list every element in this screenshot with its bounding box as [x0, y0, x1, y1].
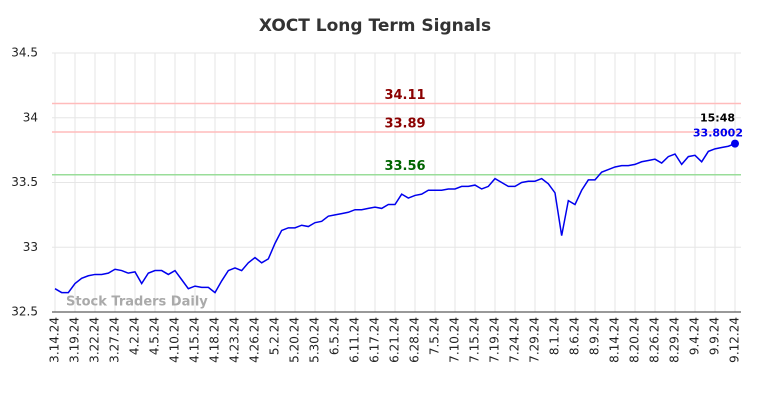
x-tick-label: 9.12.24 [728, 317, 742, 363]
y-tick-label: 34.5 [11, 46, 38, 60]
x-tick-label: 7.5.24 [428, 317, 442, 355]
y-tick-label: 33 [23, 240, 38, 254]
y-tick-label: 33.5 [11, 175, 38, 189]
x-tick-label: 3.19.24 [68, 317, 82, 363]
x-tick-label: 8.6.24 [568, 317, 582, 355]
x-tick-label: 8.1.24 [548, 317, 562, 355]
x-tick-label: 7.24.24 [508, 317, 522, 363]
x-tick-label: 6.28.24 [408, 317, 422, 363]
x-tick-label: 8.29.24 [668, 317, 682, 363]
x-tick-label: 7.29.24 [528, 317, 542, 363]
x-tick-label: 6.21.24 [388, 317, 402, 363]
y-tick-label: 34 [23, 110, 38, 124]
x-tick-label: 6.11.24 [348, 317, 362, 363]
watermark: Stock Traders Daily [66, 295, 208, 310]
x-tick-label: 5.2.24 [268, 317, 282, 355]
reference-label: 34.11 [384, 88, 425, 103]
x-tick-label: 7.19.24 [488, 317, 502, 363]
y-tick-label: 32.5 [11, 305, 38, 319]
x-tick-label: 9.9.24 [708, 317, 722, 355]
x-tick-label: 5.30.24 [308, 317, 322, 363]
x-tick-label: 5.20.24 [288, 317, 302, 363]
x-tick-label: 6.17.24 [368, 317, 382, 363]
x-tick-label: 6.5.24 [328, 317, 342, 355]
x-tick-label: 7.15.24 [468, 317, 482, 363]
x-tick-label: 4.26.24 [248, 317, 262, 363]
x-tick-label: 7.10.24 [448, 317, 462, 363]
last-value: 33.8002 [693, 127, 743, 140]
reference-label: 33.89 [384, 116, 425, 131]
last-point [731, 139, 739, 148]
last-time: 15:48 [700, 112, 735, 125]
chart-title: XOCT Long Term Signals [259, 16, 491, 36]
x-tick-label: 8.26.24 [648, 317, 662, 363]
x-tick-label: 4.18.24 [208, 317, 222, 363]
reference-label: 33.56 [384, 159, 425, 174]
x-tick-label: 4.2.24 [128, 317, 142, 355]
x-tick-label: 4.5.24 [148, 317, 162, 355]
x-tick-label: 8.14.24 [608, 317, 622, 363]
x-tick-label: 9.4.24 [688, 317, 702, 355]
x-tick-label: 4.15.24 [188, 317, 202, 363]
x-tick-label: 8.9.24 [588, 317, 602, 355]
x-tick-label: 3.27.24 [108, 317, 122, 363]
x-tick-label: 4.23.24 [228, 317, 242, 363]
x-tick-label: 3.22.24 [88, 317, 102, 363]
x-tick-label: 4.10.24 [168, 317, 182, 363]
x-tick-label: 3.14.24 [48, 317, 62, 363]
price-line [54, 142, 736, 294]
x-tick-label: 8.20.24 [628, 317, 642, 363]
